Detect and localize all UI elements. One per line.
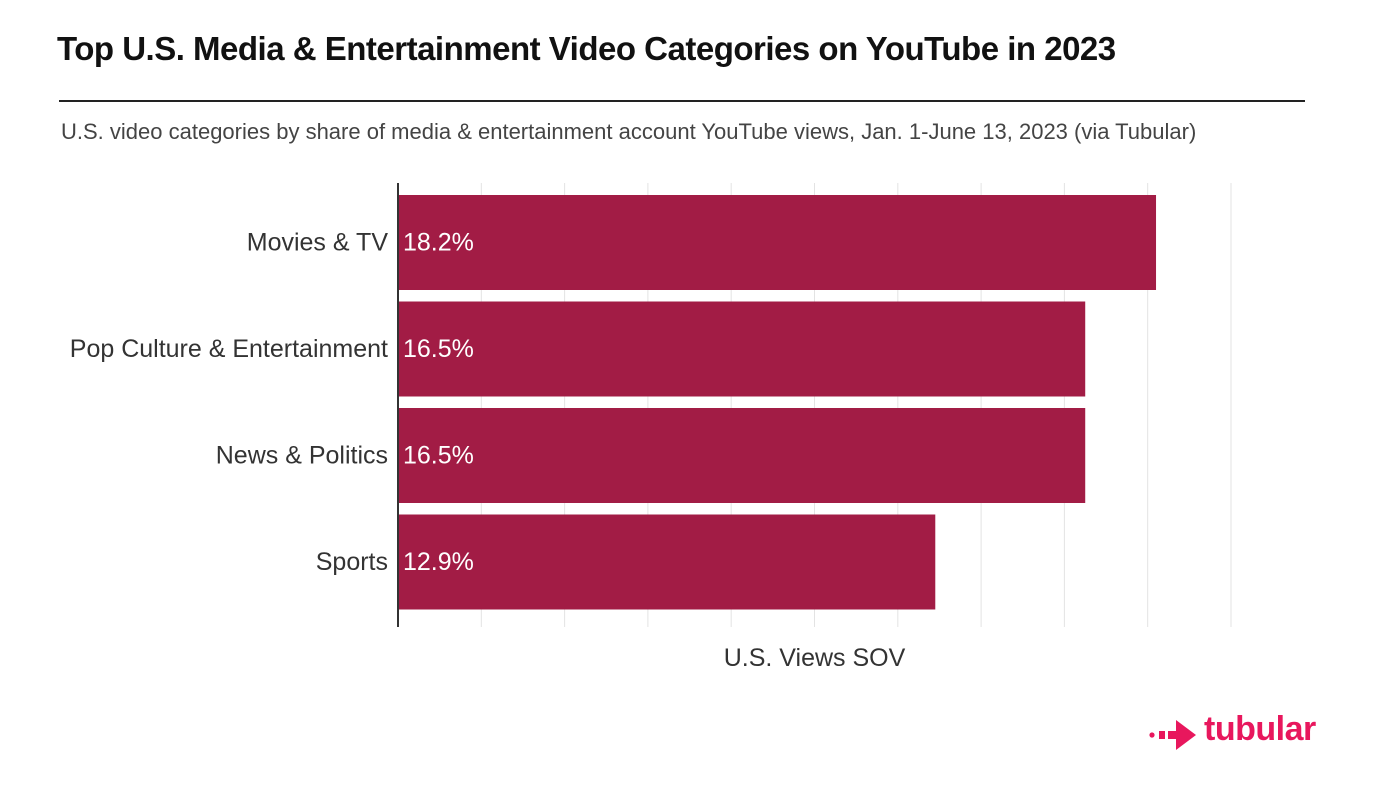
category-label: Sports: [316, 548, 388, 576]
bar: [398, 514, 936, 610]
chart-subtitle: U.S. video categories by share of media …: [61, 119, 1197, 144]
tubular-logo: tubular: [1148, 710, 1338, 760]
category-label: News & Politics: [216, 442, 388, 470]
chart-title: Top U.S. Media & Entertainment Video Cat…: [57, 30, 1116, 67]
value-label: 16.5%: [403, 335, 474, 363]
bar: [398, 195, 1157, 290]
tubular-arrow-logo-icon: [1149, 720, 1196, 750]
x-axis-title: U.S. Views SOV: [724, 644, 906, 672]
bar: [398, 408, 1086, 503]
bar: [398, 301, 1086, 397]
title-divider: [59, 100, 1305, 102]
category-label: Pop Culture & Entertainment: [70, 335, 388, 363]
brand-name: tubular: [1204, 710, 1316, 748]
value-label: 16.5%: [403, 442, 474, 470]
category-label: Movies & TV: [247, 229, 389, 257]
value-label: 12.9%: [403, 548, 474, 576]
value-label: 18.2%: [403, 229, 474, 257]
